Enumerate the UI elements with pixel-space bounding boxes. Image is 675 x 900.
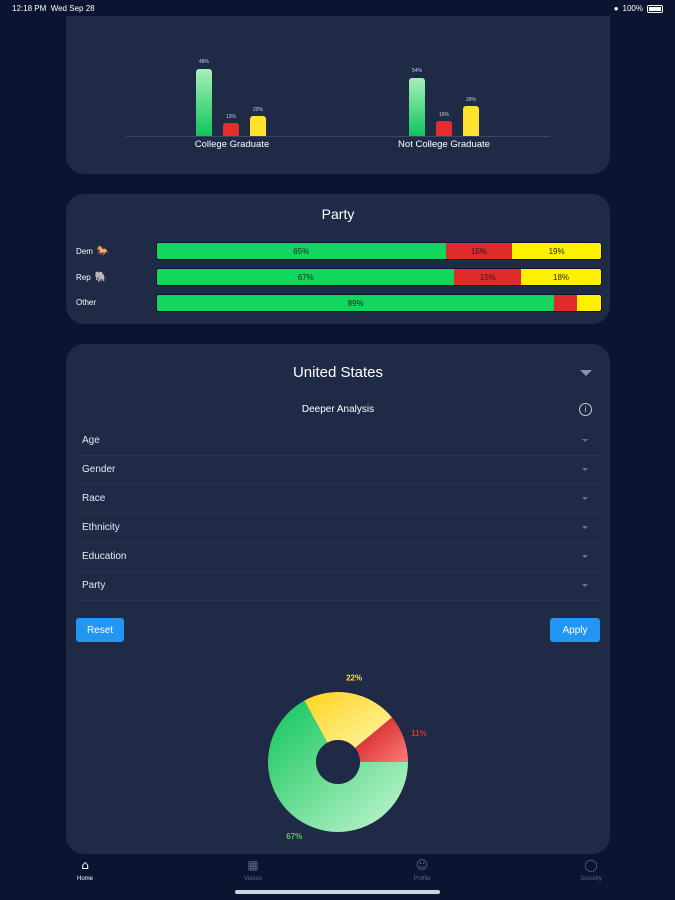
bar-green <box>196 69 212 136</box>
nav-label: Videos <box>243 876 263 882</box>
donkey-icon: 🐎 <box>96 246 110 257</box>
filter-label: Gender <box>82 464 116 475</box>
nav-security[interactable]: ◯ Security <box>551 858 631 882</box>
bar-yellow <box>463 106 479 136</box>
donut-slice-label: 11% <box>411 729 427 738</box>
nav-label: Home <box>76 876 93 882</box>
filter-label: Ethnicity <box>82 522 120 533</box>
party-card: Party Dem 🐎 65% 15% 19% Rep 🐘 67% 15% 18% … <box>66 194 610 324</box>
donut-slice <box>304 692 392 748</box>
edu-group-college: 48% 13% 20% <box>196 46 276 136</box>
filter-race[interactable]: Race <box>78 485 598 514</box>
shield-icon: ◯ <box>584 858 598 872</box>
chevron-down-icon <box>582 497 588 500</box>
filter-label: Age <box>82 435 100 446</box>
party-bar: 65% 15% 19% <box>156 242 602 260</box>
party-row-label: Rep 🐘 <box>76 272 108 283</box>
donut-slice-label: 22% <box>346 674 362 683</box>
filter-party[interactable]: Party <box>78 572 598 601</box>
bottom-nav: ⌂ Home ▦ Videos ☺ Profile ◯ Security <box>0 852 675 900</box>
segment-red: 15% <box>445 243 513 259</box>
segment-red <box>554 295 577 311</box>
party-title: Party <box>321 206 355 222</box>
category-label: College Graduate <box>194 139 270 150</box>
donut-slice <box>268 700 408 832</box>
segment-red: 15% <box>454 269 522 285</box>
nav-profile[interactable]: ☺ Profile <box>382 858 462 882</box>
nav-label: Profile <box>413 876 431 882</box>
film-icon: ▦ <box>247 858 259 872</box>
apply-button[interactable]: Apply <box>550 618 600 642</box>
info-icon[interactable]: i <box>579 403 592 416</box>
bar-red <box>436 121 452 136</box>
elephant-icon: 🐘 <box>94 272 108 283</box>
chevron-down-icon <box>582 526 588 529</box>
reset-button[interactable]: Reset <box>76 618 124 642</box>
chevron-down-icon <box>582 468 588 471</box>
segment-yellow: 18% <box>521 269 601 285</box>
donut-slice-label: 67% <box>286 832 302 841</box>
chevron-down-icon <box>582 584 588 587</box>
filter-label: Party <box>82 580 106 591</box>
segment-yellow: 19% <box>512 243 601 259</box>
deeper-analysis-label: Deeper Analysis <box>301 404 375 415</box>
chevron-down-icon <box>582 555 588 558</box>
home-icon: ⌂ <box>81 858 89 872</box>
bar-value-label: 48% <box>198 59 209 65</box>
party-row-label: Dem 🐎 <box>76 246 110 257</box>
donut-chart: 11% 22% 67% <box>268 674 427 841</box>
edu-group-not-college: 54% 16% 28% <box>409 46 489 136</box>
filter-ethnicity[interactable]: Ethnicity <box>78 514 598 543</box>
filter-education[interactable]: Education <box>78 543 598 572</box>
filter-label: Education <box>82 551 127 562</box>
party-row-rep: Rep 🐘 67% 15% 18% <box>76 268 602 286</box>
home-indicator <box>235 890 440 894</box>
nav-videos[interactable]: ▦ Videos <box>213 858 293 882</box>
filter-gender[interactable]: Gender <box>78 456 598 485</box>
bar-value-label: 54% <box>411 68 422 74</box>
segment-green: 89% <box>157 295 555 311</box>
education-card: 48% 13% 20% College Graduate 54% 16% 28%… <box>66 16 610 174</box>
bar-value-label: 20% <box>252 107 263 113</box>
bar-value-label: 13% <box>225 114 236 120</box>
bar-red <box>223 123 239 136</box>
status-bar: 12:18 PM Wed Sep 28 ● 100% <box>0 0 675 16</box>
region-title[interactable]: United States <box>292 364 384 381</box>
bar-yellow <box>250 116 266 136</box>
battery-icon <box>647 4 663 13</box>
us-analysis-card: United States Deeper Analysis i Age Gend… <box>66 344 610 854</box>
battery-label: 100% <box>622 4 643 13</box>
filter-label: Race <box>82 493 106 504</box>
donut-slice <box>354 717 409 762</box>
nav-label: Security <box>580 876 602 882</box>
bar-value-label: 28% <box>465 97 476 103</box>
party-row-other: Other 89% <box>76 294 602 312</box>
wifi-icon: ● <box>613 4 619 13</box>
nav-home[interactable]: ⌂ Home <box>45 858 125 882</box>
profile-icon: ☺ <box>415 858 429 872</box>
filter-age[interactable]: Age <box>78 427 598 456</box>
chart-baseline <box>126 136 550 137</box>
status-right: ● 100% <box>614 4 663 13</box>
status-time-date: 12:18 PM Wed Sep 28 <box>12 4 95 13</box>
segment-green: 65% <box>157 243 446 259</box>
bar-value-label: 16% <box>438 112 449 118</box>
party-row-label: Other <box>76 298 97 307</box>
donut-hole <box>316 740 360 784</box>
segment-yellow <box>576 295 601 311</box>
category-label: Not College Graduate <box>398 139 490 150</box>
chevron-down-icon <box>582 439 588 442</box>
party-row-dem: Dem 🐎 65% 15% 19% <box>76 242 602 260</box>
chevron-down-icon[interactable] <box>580 370 592 376</box>
segment-green: 67% <box>157 269 455 285</box>
party-bar: 67% 15% 18% <box>156 268 602 286</box>
party-bar: 89% <box>156 294 602 312</box>
bar-green <box>409 78 425 136</box>
